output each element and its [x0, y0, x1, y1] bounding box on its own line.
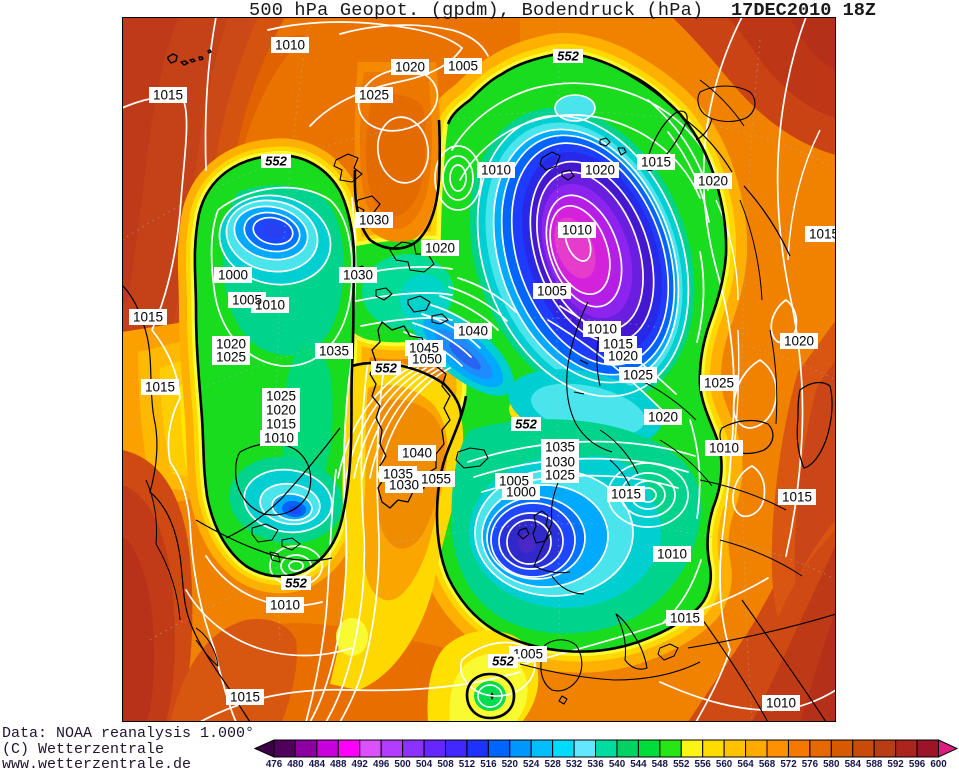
- svg-text:1010: 1010: [587, 322, 617, 337]
- svg-text:1040: 1040: [458, 324, 488, 339]
- svg-text:1045: 1045: [409, 341, 439, 356]
- svg-text:Data: NOAA reanalysis 1.000°: Data: NOAA reanalysis 1.000°: [2, 725, 254, 742]
- svg-text:588: 588: [866, 759, 883, 770]
- svg-text:1015: 1015: [782, 490, 812, 505]
- svg-text:592: 592: [887, 759, 904, 770]
- svg-text:1035: 1035: [545, 440, 575, 455]
- svg-text:488: 488: [330, 759, 347, 770]
- svg-text:1030: 1030: [343, 268, 373, 283]
- svg-text:552: 552: [557, 49, 579, 64]
- svg-text:1010: 1010: [270, 598, 300, 613]
- svg-text:1015: 1015: [133, 310, 163, 325]
- svg-text:1010: 1010: [766, 696, 796, 711]
- svg-text:552: 552: [285, 576, 307, 591]
- svg-text:504: 504: [416, 759, 433, 770]
- svg-text:596: 596: [909, 759, 926, 770]
- svg-text:572: 572: [780, 759, 797, 770]
- svg-text:1025: 1025: [545, 468, 575, 483]
- svg-text:1020: 1020: [648, 410, 678, 425]
- svg-text:552: 552: [375, 361, 397, 376]
- svg-text:1020: 1020: [784, 334, 814, 349]
- svg-text:1005: 1005: [513, 647, 543, 662]
- svg-text:1040: 1040: [402, 446, 432, 461]
- svg-text:1010: 1010: [255, 298, 285, 313]
- svg-text:1015: 1015: [230, 690, 260, 705]
- svg-text:500 hPa Geopot. (gpdm), Bodend: 500 hPa Geopot. (gpdm), Bodendruck (hPa): [249, 0, 703, 21]
- svg-text:540: 540: [609, 759, 626, 770]
- svg-text:1015: 1015: [153, 88, 183, 103]
- svg-text:1005: 1005: [232, 293, 262, 308]
- svg-text:1025: 1025: [704, 376, 734, 391]
- svg-text:580: 580: [823, 759, 840, 770]
- svg-text:552: 552: [492, 654, 514, 669]
- svg-text:1025: 1025: [623, 368, 653, 383]
- svg-text:1030: 1030: [545, 455, 575, 470]
- svg-text:548: 548: [652, 759, 669, 770]
- svg-text:www.wetterzentrale.de: www.wetterzentrale.de: [2, 756, 191, 770]
- svg-text:1010: 1010: [709, 441, 739, 456]
- svg-text:1000: 1000: [506, 485, 536, 500]
- svg-text:556: 556: [695, 759, 712, 770]
- svg-text:1010: 1010: [275, 38, 305, 53]
- svg-text:1050: 1050: [412, 352, 442, 367]
- svg-text:1025: 1025: [359, 88, 389, 103]
- svg-text:1015: 1015: [809, 227, 839, 242]
- svg-text:568: 568: [759, 759, 776, 770]
- svg-text:516: 516: [480, 759, 497, 770]
- svg-text:1020: 1020: [395, 60, 425, 75]
- svg-text:1030: 1030: [389, 478, 419, 493]
- svg-text:552: 552: [515, 417, 537, 432]
- svg-text:508: 508: [437, 759, 454, 770]
- svg-text:1020: 1020: [585, 163, 615, 178]
- svg-text:528: 528: [545, 759, 562, 770]
- svg-text:1010: 1010: [657, 547, 687, 562]
- svg-text:1020: 1020: [266, 403, 296, 418]
- svg-text:552: 552: [265, 154, 287, 169]
- svg-text:1025: 1025: [216, 350, 246, 365]
- svg-text:1005: 1005: [499, 474, 529, 489]
- svg-text:476: 476: [266, 759, 283, 770]
- svg-text:560: 560: [716, 759, 733, 770]
- svg-text:1020: 1020: [425, 241, 455, 256]
- svg-text:1015: 1015: [145, 380, 175, 395]
- svg-text:1015: 1015: [266, 417, 296, 432]
- svg-text:552: 552: [673, 759, 690, 770]
- svg-text:536: 536: [587, 759, 604, 770]
- svg-text:1015: 1015: [670, 611, 700, 626]
- svg-text:512: 512: [459, 759, 476, 770]
- svg-text:584: 584: [845, 759, 862, 770]
- svg-text:576: 576: [802, 759, 819, 770]
- svg-text:1010: 1010: [264, 431, 294, 446]
- svg-text:520: 520: [502, 759, 519, 770]
- svg-text:1015: 1015: [603, 337, 633, 352]
- svg-text:532: 532: [566, 759, 583, 770]
- svg-text:600: 600: [930, 759, 947, 770]
- svg-text:1035: 1035: [383, 467, 413, 482]
- svg-text:1010: 1010: [562, 223, 592, 238]
- svg-text:1015: 1015: [611, 487, 641, 502]
- svg-text:524: 524: [523, 759, 540, 770]
- svg-text:1055: 1055: [421, 472, 451, 487]
- svg-text:1020: 1020: [608, 349, 638, 364]
- svg-text:492: 492: [352, 759, 369, 770]
- svg-text:17DEC2010 18Z: 17DEC2010 18Z: [731, 0, 876, 21]
- svg-text:1035: 1035: [319, 344, 349, 359]
- svg-text:1010: 1010: [481, 163, 511, 178]
- svg-text:1000: 1000: [218, 268, 248, 283]
- svg-text:1020: 1020: [698, 174, 728, 189]
- svg-text:1020: 1020: [216, 337, 246, 352]
- svg-text:1005: 1005: [448, 59, 478, 74]
- svg-text:496: 496: [373, 759, 390, 770]
- svg-text:1025: 1025: [266, 389, 296, 404]
- svg-text:480: 480: [287, 759, 304, 770]
- svg-text:1005: 1005: [537, 284, 567, 299]
- svg-text:(C) Wetterzentrale: (C) Wetterzentrale: [2, 741, 164, 758]
- svg-text:564: 564: [737, 759, 754, 770]
- svg-text:1015: 1015: [641, 155, 671, 170]
- svg-text:544: 544: [630, 759, 647, 770]
- svg-text:484: 484: [309, 759, 326, 770]
- svg-text:1030: 1030: [359, 213, 389, 228]
- svg-text:500: 500: [394, 759, 411, 770]
